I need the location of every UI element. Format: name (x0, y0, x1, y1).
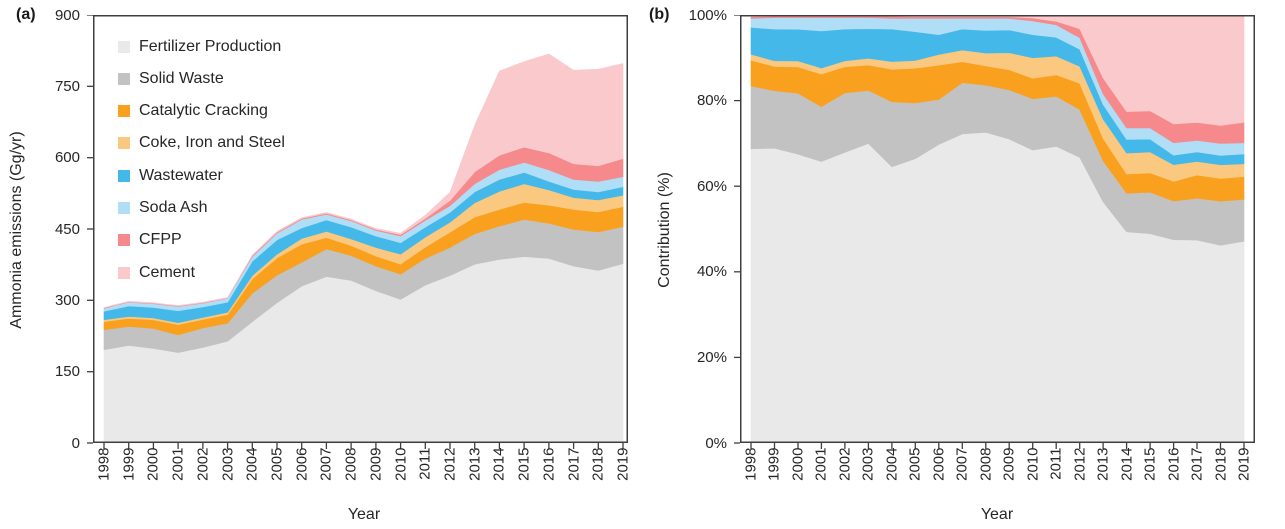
x-tick-label-b-2010: 2010 (1024, 447, 1042, 481)
x-tick-label-a-2004: 2004 (243, 447, 261, 481)
x-tick-label-a-2014: 2014 (490, 447, 508, 481)
x-tick-label-b-2014: 2014 (1118, 447, 1136, 481)
x-tick-label-a-2009: 2009 (367, 447, 385, 481)
legend-swatch-soda_ash (118, 202, 130, 214)
x-tick-label-b-2003: 2003 (859, 447, 877, 481)
y-axis-title-a: Ammonia emissions (Gg/yr) (8, 131, 25, 329)
x-tick-label-b-2016: 2016 (1165, 447, 1183, 481)
legend-swatch-coke_iron_and_steel (118, 137, 130, 150)
legend-swatch-wastewater (118, 169, 130, 182)
x-tick-label-a-2005: 2005 (268, 447, 286, 481)
y-tick-label-b-40: 40% (696, 263, 727, 281)
legend-swatch-solid_waste (118, 72, 130, 85)
x-tick-label-a-2012: 2012 (441, 447, 459, 481)
x-tick-label-b-2012: 2012 (1071, 447, 1089, 481)
y-axis-title-b: Contribution (%) (656, 172, 673, 288)
legend-swatch-cfpp (118, 234, 130, 247)
x-tick-label-a-2018: 2018 (589, 447, 607, 481)
y-tick-label-b-20: 20% (696, 348, 727, 366)
x-tick-label-a-2007: 2007 (317, 447, 335, 481)
y-tick-label-a-450: 450 (54, 220, 80, 238)
x-tick-label-b-2005: 2005 (906, 447, 924, 481)
x-tick-label-a-1998: 1998 (95, 447, 113, 481)
x-tick-label-a-2011: 2011 (416, 447, 434, 480)
x-tick-label-b-1998: 1998 (742, 447, 760, 481)
x-tick-label-a-2003: 2003 (219, 447, 237, 481)
x-tick-label-a-2015: 2015 (515, 447, 533, 481)
y-tick-label-b-60: 60% (696, 177, 727, 195)
plot-area-b (734, 15, 1255, 449)
y-tick-label-a-300: 300 (54, 291, 80, 309)
plot-frame-a (93, 15, 628, 443)
legend-item-soda_ash: Soda Ash (118, 199, 208, 217)
x-tick-label-a-2019: 2019 (614, 447, 632, 481)
x-tick-label-a-2002: 2002 (194, 447, 212, 481)
x-tick-label-b-2001: 2001 (812, 447, 830, 481)
x-tick-label-a-2016: 2016 (540, 447, 558, 481)
legend-swatch-catalytic_cracking (118, 105, 130, 118)
x-tick-label-a-2013: 2013 (466, 447, 484, 481)
y-tick-label-a-0: 0 (71, 434, 80, 452)
x-tick-label-b-1999: 1999 (765, 447, 783, 481)
x-tick-label-b-2017: 2017 (1188, 447, 1206, 481)
x-tick-label-b-2002: 2002 (836, 447, 854, 481)
legend-label-coke_iron_and_steel: Coke, Iron and Steel (139, 134, 285, 152)
area-cement-a (103, 53, 624, 309)
legend-item-solid_waste: Solid Waste (118, 70, 224, 87)
legend-label-solid_waste: Solid Waste (139, 69, 224, 87)
x-tick-label-a-1999: 1999 (120, 447, 138, 481)
legend-item-cfpp: CFPP (118, 231, 182, 249)
y-tick-label-b-80: 80% (696, 92, 727, 110)
x-tick-label-b-2011: 2011 (1047, 447, 1065, 480)
legend-label-fertilizer_production: Fertilizer Production (139, 37, 282, 55)
x-tick-label-b-2007: 2007 (953, 447, 971, 481)
legend-label-wastewater: Wastewater (139, 166, 223, 184)
x-tick-label-b-2000: 2000 (789, 447, 807, 481)
x-tick-label-a-2001: 2001 (169, 447, 187, 481)
y-tick-label-b-100: 100% (688, 6, 727, 24)
x-tick-label-b-2018: 2018 (1212, 447, 1230, 481)
plot-area-a (87, 15, 628, 449)
legend-label-cement: Cement (139, 263, 196, 281)
legend-label-catalytic_cracking: Catalytic Cracking (139, 102, 268, 120)
y-tick-label-a-600: 600 (54, 149, 80, 167)
x-tick-label-b-2013: 2013 (1094, 447, 1112, 481)
y-tick-label-b-0: 0% (705, 434, 727, 452)
x-tick-label-a-2010: 2010 (392, 447, 410, 481)
x-tick-label-b-2009: 2009 (1000, 447, 1018, 481)
x-tick-label-a-2000: 2000 (144, 447, 162, 481)
legend-item-wastewater: Wastewater (118, 167, 223, 184)
panel-label-a: (a) (16, 6, 36, 23)
legend-swatch-cement (118, 266, 130, 279)
legend-item-cement: Cement (118, 264, 195, 281)
legend-item-fertilizer_production: Fertilizer Production (118, 38, 281, 55)
panel-label-b: (b) (649, 6, 670, 23)
x-axis-title-a: Year (347, 506, 381, 523)
x-tick-label-b-2004: 2004 (883, 447, 901, 481)
legend-item-catalytic_cracking: Catalytic Cracking (118, 102, 268, 120)
x-axis-title-b: Year (980, 506, 1014, 523)
legend-label-cfpp: CFPP (139, 231, 182, 249)
legend-item-coke_iron_and_steel: Coke, Iron and Steel (118, 134, 285, 152)
x-tick-label-a-2017: 2017 (565, 447, 583, 481)
x-tick-label-a-2006: 2006 (293, 447, 311, 481)
y-tick-label-a-750: 750 (54, 77, 80, 95)
x-tick-label-b-2006: 2006 (930, 447, 948, 481)
legend-swatch-fertilizer_production (118, 40, 130, 53)
x-tick-label-b-2008: 2008 (977, 447, 995, 481)
legend-label-soda_ash: Soda Ash (139, 199, 208, 216)
y-tick-label-a-900: 900 (54, 6, 80, 24)
plot-frame-b (740, 15, 1255, 443)
y-tick-label-a-150: 150 (54, 363, 80, 381)
x-tick-label-b-2015: 2015 (1141, 447, 1159, 481)
x-tick-label-b-2019: 2019 (1235, 447, 1253, 481)
x-tick-label-a-2008: 2008 (342, 447, 360, 481)
